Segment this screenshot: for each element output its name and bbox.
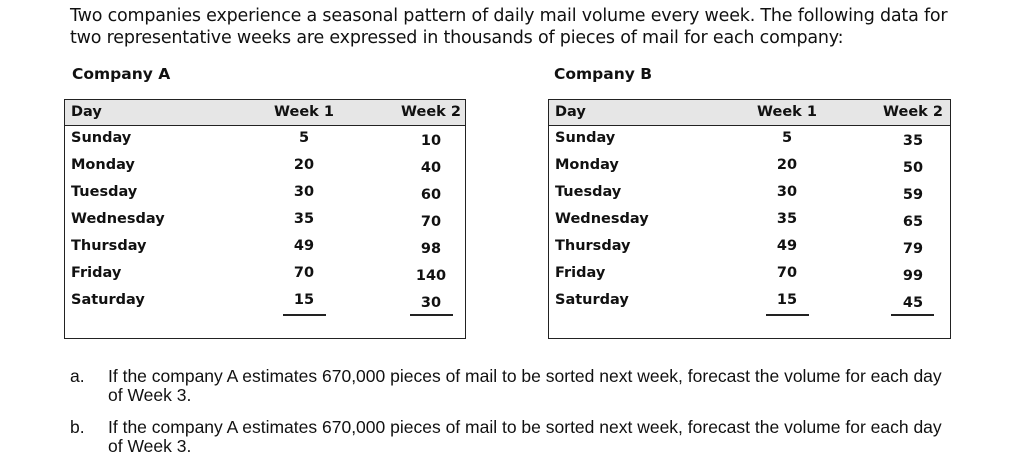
question-a-letter: a. (70, 366, 85, 386)
week-1-cell: 30 (293, 184, 315, 200)
week-2-cell: 35 (902, 133, 924, 149)
day-cell: Saturday (71, 292, 145, 308)
week-1-cell: 20 (293, 157, 315, 173)
day-cell: Tuesday (555, 184, 622, 200)
problem-intro: Two companies experience a seasonal patt… (70, 6, 948, 48)
week-2-cell: 50 (902, 160, 924, 176)
day-cell: Thursday (555, 238, 631, 254)
week-1-cell: 70 (776, 265, 798, 281)
question-b-text: If the company A estimates 670,000 piece… (108, 417, 942, 456)
company-b-title: Company B (554, 65, 653, 83)
week-1-cell: 70 (293, 265, 315, 281)
day-cell: Friday (555, 265, 606, 281)
week-1-cell: 5 (298, 130, 310, 146)
day-cell: Wednesday (71, 211, 165, 227)
header-day: Day (71, 104, 102, 120)
week-2-cell: 99 (902, 268, 924, 284)
day-cell: Saturday (555, 292, 629, 308)
question-a-text: If the company A estimates 670,000 piece… (108, 366, 942, 405)
week-2-cell: 59 (902, 187, 924, 203)
table-header-row (65, 100, 465, 126)
day-cell: Tuesday (71, 184, 138, 200)
week-1-cell: 5 (781, 130, 793, 146)
week-2-cell: 30 (420, 295, 442, 311)
header-week-2: Week 2 (401, 104, 461, 120)
header-day: Day (555, 104, 586, 120)
header-week-1: Week 1 (274, 104, 334, 120)
day-cell: Monday (71, 157, 135, 173)
week-2-total-underline (410, 314, 453, 316)
company-a-title: Company A (72, 65, 171, 83)
day-cell: Thursday (71, 238, 147, 254)
day-cell: Wednesday (555, 211, 649, 227)
week-2-cell: 65 (902, 214, 924, 230)
week-1-cell: 30 (776, 184, 798, 200)
week-1-total-underline (766, 314, 809, 316)
question-b-letter: b. (70, 417, 85, 437)
table-header-row (549, 100, 950, 126)
day-cell: Sunday (71, 130, 132, 146)
week-2-cell: 79 (902, 241, 924, 257)
day-cell: Sunday (555, 130, 616, 146)
week-2-cell: 10 (420, 133, 442, 149)
week-1-cell: 49 (776, 238, 798, 254)
company-a-table: Day Week 1 Week 2 Sunday 5 10 Monday 20 40 Tue… (64, 99, 466, 339)
week-2-cell: 45 (902, 295, 924, 311)
week-2-total-underline (891, 314, 934, 316)
company-b-table: Day Week 1 Week 2 Sunday 5 35 Monday 20 50 Tue… (548, 99, 951, 339)
week-2-cell: 98 (420, 241, 442, 257)
week-1-cell: 20 (776, 157, 798, 173)
day-cell: Friday (71, 265, 122, 281)
week-2-cell: 40 (420, 160, 442, 176)
week-1-cell: 15 (776, 292, 798, 308)
week-2-cell: 70 (420, 214, 442, 230)
week-1-cell: 49 (293, 238, 315, 254)
header-week-1: Week 1 (757, 104, 817, 120)
week-2-cell: 140 (415, 268, 447, 284)
week-1-cell: 35 (776, 211, 798, 227)
week-2-cell: 60 (420, 187, 442, 203)
day-cell: Monday (555, 157, 619, 173)
week-1-total-underline (283, 314, 326, 316)
week-1-cell: 35 (293, 211, 315, 227)
header-week-2: Week 2 (883, 104, 943, 120)
week-1-cell: 15 (293, 292, 315, 308)
